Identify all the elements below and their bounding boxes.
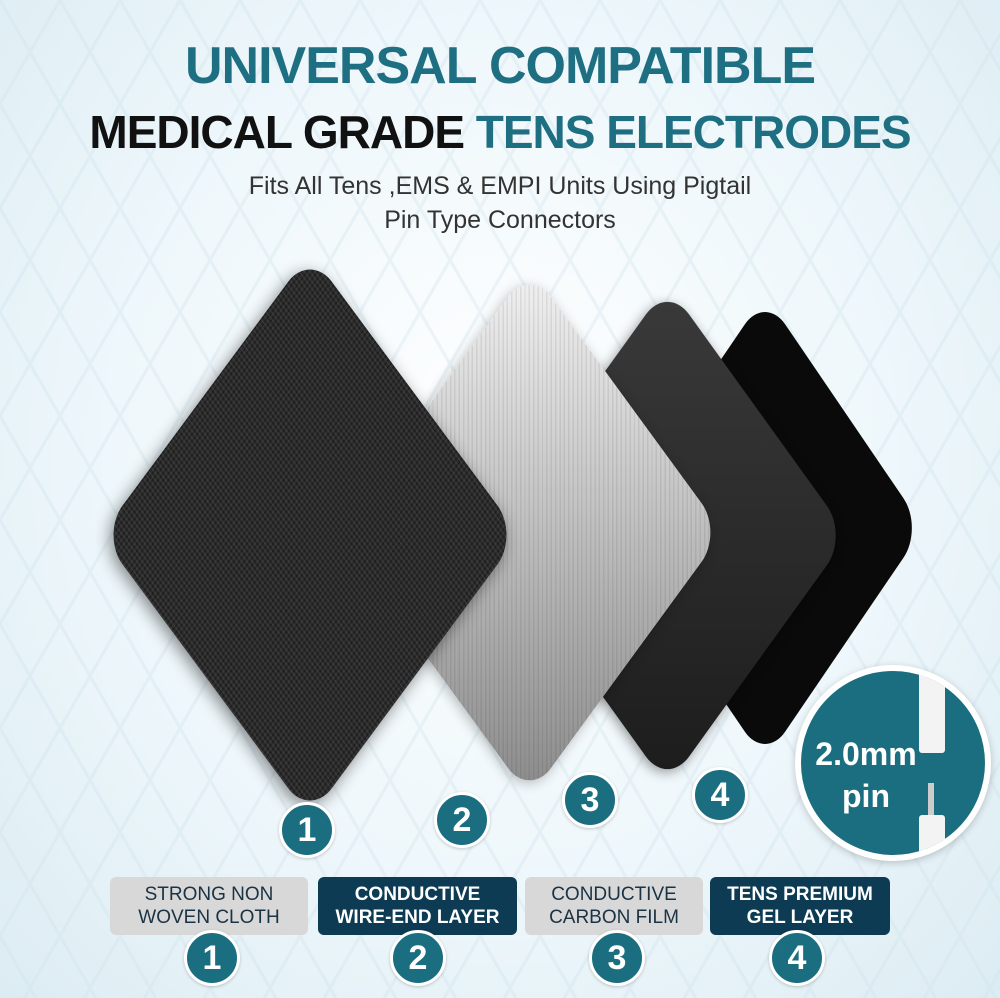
- headline-dark: MEDICAL GRADE: [89, 106, 465, 158]
- layer-number-badge: 4: [769, 930, 825, 986]
- label-line: STRONG NON: [144, 884, 274, 905]
- layer-number-badge: 4: [692, 767, 748, 823]
- layer-label-1: STRONG NON WOVEN CLOTH: [110, 877, 308, 935]
- pin-size-value: 2.0mm: [815, 736, 917, 772]
- pin-size-text: 2.0mm pin: [811, 733, 921, 817]
- layer-number-badge: 1: [279, 802, 335, 858]
- subtitle-line1: Fits All Tens ,EMS & EMPI Units Using Pi…: [248, 172, 752, 200]
- pin-needle-icon: [928, 783, 934, 817]
- layer-label-4: TENS PREMIUM GEL LAYER: [710, 877, 890, 935]
- label-line: TENS PREMIUM: [727, 884, 873, 905]
- pin-plug-icon: [919, 815, 945, 855]
- subtitle-line2: Pin Type Connectors: [384, 206, 616, 234]
- connector-socket-icon: [919, 671, 945, 753]
- label-line: GEL LAYER: [746, 907, 854, 928]
- layer-number-badge: 3: [589, 930, 645, 986]
- label-line: WIRE-END LAYER: [335, 907, 500, 928]
- pin-word: pin: [842, 778, 890, 814]
- pin-size-badge: 2.0mm pin: [795, 665, 991, 861]
- label-line: CONDUCTIVE: [354, 884, 481, 905]
- label-line: WOVEN CLOTH: [138, 907, 280, 928]
- label-line: CONDUCTIVE: [551, 884, 677, 905]
- layer-number-badge: 2: [434, 792, 490, 848]
- label-line: CARBON FILM: [549, 907, 679, 928]
- layer-label-2: CONDUCTIVE WIRE-END LAYER: [318, 877, 517, 935]
- layer-number-badge: 3: [562, 772, 618, 828]
- headline-line1: UNIVERSAL COMPATIBLE: [184, 37, 816, 95]
- layer-label-3: CONDUCTIVE CARBON FILM: [525, 877, 703, 935]
- headline-teal: TENS ELECTRODES: [475, 106, 912, 158]
- headline-line2: MEDICAL GRADE TENS ELECTRODES: [0, 104, 1000, 160]
- layer-number-badge: 2: [390, 930, 446, 986]
- layer-number-badge: 1: [184, 930, 240, 986]
